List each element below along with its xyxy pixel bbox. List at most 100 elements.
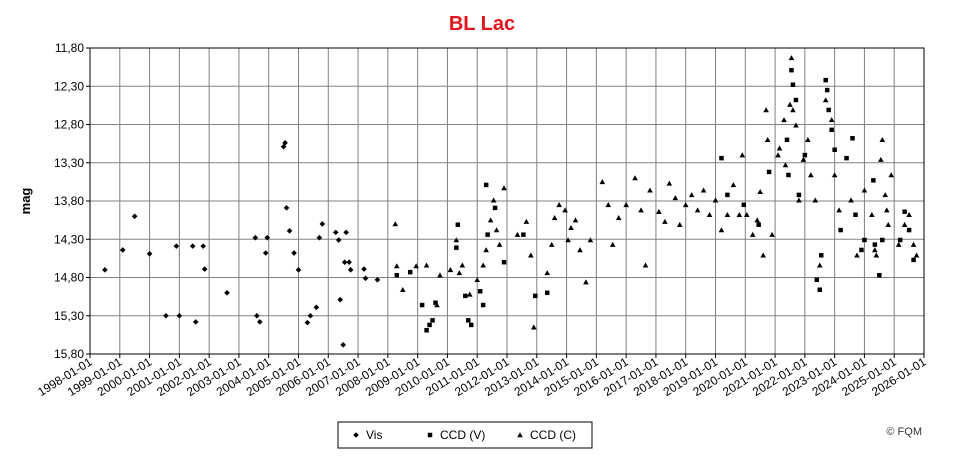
point xyxy=(730,182,737,188)
point xyxy=(688,192,695,198)
point xyxy=(548,241,555,247)
point xyxy=(756,222,761,227)
point xyxy=(824,87,830,93)
legend-label: CCD (C) xyxy=(530,428,576,442)
point xyxy=(647,187,653,193)
point xyxy=(888,172,895,178)
point xyxy=(808,172,814,178)
point xyxy=(873,252,880,258)
y-tick-label: 12,30 xyxy=(54,79,84,93)
point xyxy=(871,178,876,183)
marks xyxy=(102,55,920,348)
point xyxy=(562,207,568,213)
point xyxy=(872,247,878,253)
point xyxy=(786,172,791,178)
point xyxy=(480,262,486,268)
point xyxy=(895,241,902,247)
point xyxy=(883,207,890,213)
point xyxy=(501,185,507,191)
legend: Vis CCD (V) CCD (C) xyxy=(353,428,576,442)
point xyxy=(347,267,354,273)
point xyxy=(782,162,789,168)
point xyxy=(544,270,551,276)
point xyxy=(480,302,486,308)
point xyxy=(789,67,794,73)
point xyxy=(254,312,260,319)
y-tick-label: 13,80 xyxy=(54,194,84,208)
point xyxy=(877,272,882,278)
point xyxy=(163,312,169,319)
point xyxy=(419,302,425,308)
point xyxy=(800,156,807,162)
point xyxy=(200,243,206,249)
y-tick-label: 14,30 xyxy=(54,232,84,246)
point xyxy=(790,107,796,113)
point xyxy=(682,202,689,208)
point xyxy=(335,237,342,243)
copyright: © FQM xyxy=(886,426,922,438)
point xyxy=(743,211,750,218)
point xyxy=(501,259,507,265)
point xyxy=(632,175,638,181)
point xyxy=(483,247,489,253)
point xyxy=(343,229,349,236)
point xyxy=(878,156,884,162)
point xyxy=(346,259,352,265)
point xyxy=(316,234,323,241)
point xyxy=(362,275,369,282)
point xyxy=(712,197,719,203)
point xyxy=(332,229,339,236)
point xyxy=(583,279,589,285)
point xyxy=(565,237,571,243)
point xyxy=(283,205,290,211)
point xyxy=(307,312,314,319)
point xyxy=(822,97,829,103)
point xyxy=(599,179,606,185)
point xyxy=(736,211,743,218)
point xyxy=(676,221,683,227)
point xyxy=(463,293,468,299)
point xyxy=(531,324,537,330)
legend-label: Vis xyxy=(366,428,382,442)
point xyxy=(485,232,490,237)
point xyxy=(483,182,489,188)
point xyxy=(882,192,889,198)
point xyxy=(392,221,399,227)
point xyxy=(102,267,108,273)
point xyxy=(490,197,497,203)
point xyxy=(496,241,503,247)
point xyxy=(718,227,725,233)
y-tick-label: 13,30 xyxy=(54,156,84,170)
point xyxy=(781,117,787,123)
point xyxy=(788,55,795,61)
point xyxy=(826,107,831,113)
point xyxy=(469,322,474,328)
legend-label: CCD (V) xyxy=(440,428,485,442)
point xyxy=(862,237,867,243)
point xyxy=(374,276,381,283)
point xyxy=(341,259,348,265)
point xyxy=(861,187,868,193)
point xyxy=(493,227,500,233)
point xyxy=(814,277,820,283)
point xyxy=(902,209,907,214)
point xyxy=(836,207,842,213)
y-tick-label: 12,80 xyxy=(54,118,84,132)
point xyxy=(911,257,916,263)
point xyxy=(672,195,679,201)
point xyxy=(823,77,828,83)
point xyxy=(802,152,808,158)
point xyxy=(533,293,538,299)
point xyxy=(399,286,406,292)
point xyxy=(189,243,196,249)
point xyxy=(454,245,459,250)
point xyxy=(434,302,440,308)
y-tick-label: 15,30 xyxy=(54,309,84,323)
point xyxy=(477,289,483,294)
point xyxy=(642,262,649,268)
point xyxy=(787,101,793,107)
point xyxy=(430,318,435,323)
point xyxy=(662,218,668,224)
point xyxy=(763,107,769,113)
